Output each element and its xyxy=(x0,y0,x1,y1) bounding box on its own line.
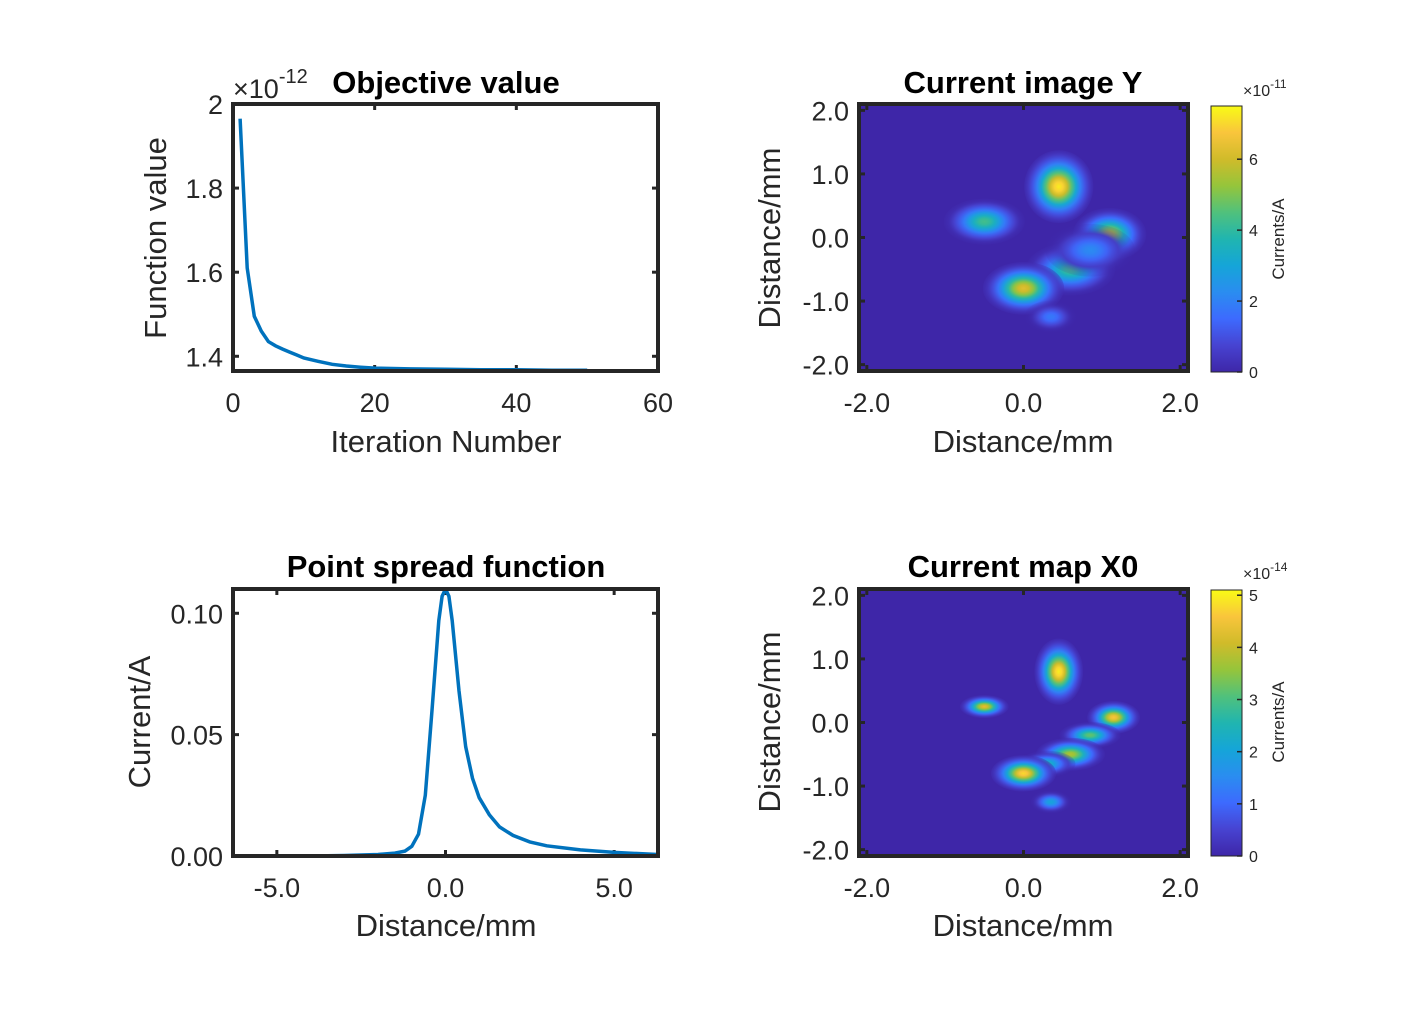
map-x0-colorbar-ticks: 0 1 2 3 4 5 xyxy=(1237,588,1258,866)
x-tick-label: 0 xyxy=(225,388,240,418)
colorbar-tick-label: 2 xyxy=(1249,294,1258,311)
x-tick-label: 5.0 xyxy=(595,873,633,903)
objective-title: Objective value xyxy=(332,65,559,100)
y-tick-label: -1.0 xyxy=(802,287,849,317)
y-tick-label: 0.00 xyxy=(170,842,223,872)
image-y-xlabel: Distance/mm xyxy=(933,424,1114,459)
x-tick-label: 20 xyxy=(360,388,390,418)
current-blob xyxy=(1024,300,1078,334)
y-tick-label: -1.0 xyxy=(802,772,849,802)
map-x0-cb-exponent-prefix: ×10 xyxy=(1243,566,1270,583)
colorbar-tick-label: 4 xyxy=(1249,640,1258,657)
x-tick-label: 0.0 xyxy=(1005,388,1043,418)
image-y-colorbar-ticks: 0 2 4 6 xyxy=(1237,152,1258,382)
image-y-cb-exponent-power: -11 xyxy=(1270,77,1287,91)
current-blob xyxy=(1045,223,1135,277)
map-x0-ticks: -2.0 0.0 2.0 -2.0 -1.0 0.0 1.0 2.0 xyxy=(802,581,1198,903)
colorbar-tick-label: 2 xyxy=(1249,745,1258,762)
image-y-colorbar xyxy=(1210,105,1243,373)
x-tick-label: 2.0 xyxy=(1161,873,1199,903)
y-tick-label: 2.0 xyxy=(811,581,849,611)
y-tick-label: 2 xyxy=(208,90,223,120)
map-x0-axes-frame xyxy=(857,587,1190,858)
colorbar-tick-label: 3 xyxy=(1249,693,1258,710)
colorbar-tick-label: 5 xyxy=(1249,588,1258,605)
map-x0-blobs xyxy=(959,638,1141,814)
image-y-title: Current image Y xyxy=(904,65,1143,100)
y-tick-label: 1.6 xyxy=(185,258,223,288)
map-x0-title: Current map X0 xyxy=(908,549,1139,584)
image-y-cb-exponent-prefix: ×10 xyxy=(1243,83,1270,100)
objective-xlabel: Iteration Number xyxy=(331,424,562,459)
current-blob xyxy=(1030,790,1072,814)
map-x0-ylabel: Distance/mm xyxy=(752,632,787,813)
y-tick-label: 1.0 xyxy=(811,160,849,190)
objective-curve xyxy=(238,118,588,371)
current-blob xyxy=(959,695,1009,719)
image-y-colorbar-label: Currents/A xyxy=(1269,198,1288,280)
current-blob xyxy=(943,198,1026,245)
colorbar-tick-label: 6 xyxy=(1249,152,1258,169)
psf-title: Point spread function xyxy=(287,549,606,584)
x-tick-label: -5.0 xyxy=(254,873,301,903)
y-tick-label: 1.8 xyxy=(185,174,223,204)
map-x0-colorbar-label: Currents/A xyxy=(1269,681,1288,763)
image-y-ylabel: Distance/mm xyxy=(752,148,787,329)
map-x0-xlabel: Distance/mm xyxy=(933,908,1114,943)
objective-ticks: 0 20 40 60 1.4 1.6 1.8 2 xyxy=(185,90,673,418)
objective-axes-frame xyxy=(231,102,660,373)
x-tick-label: 60 xyxy=(643,388,673,418)
map-x0-cb-exponent-power: -14 xyxy=(1270,560,1288,574)
objective-ylabel: Function value xyxy=(138,137,173,339)
current-map-x0-panel: Current map X0 -2.0 0.0 2.0 -2.0 -1.0 0.0 1.0 2… xyxy=(752,549,1288,943)
y-tick-label: 0.05 xyxy=(170,721,223,751)
psf-xlabel: Distance/mm xyxy=(356,908,537,943)
y-tick-label: -2.0 xyxy=(802,836,849,866)
y-tick-label: 1.0 xyxy=(811,645,849,675)
colorbar-tick-label: 1 xyxy=(1249,797,1258,814)
psf-curve xyxy=(233,589,658,856)
y-tick-label: 0.0 xyxy=(811,709,849,739)
y-tick-label: 0.0 xyxy=(811,224,849,254)
x-tick-label: 0.0 xyxy=(1005,873,1043,903)
image-y-colorbar-exponent: ×10-11 xyxy=(1243,77,1287,100)
colorbar-tick-label: 4 xyxy=(1249,223,1258,240)
psf-axes-frame xyxy=(231,587,660,858)
current-blob xyxy=(990,755,1057,792)
x-tick-label: 2.0 xyxy=(1161,388,1199,418)
colorbar-tick-label: 0 xyxy=(1249,365,1258,382)
x-tick-label: -2.0 xyxy=(844,388,891,418)
y-tick-label: 0.10 xyxy=(170,599,223,629)
image-y-axes-frame xyxy=(857,102,1190,373)
x-tick-label: 40 xyxy=(501,388,531,418)
y-tick-label: 2.0 xyxy=(811,96,849,126)
psf-ticks: -5.0 0.0 5.0 0.00 0.05 0.10 xyxy=(170,589,658,903)
image-y-blobs xyxy=(943,150,1147,334)
current-blob xyxy=(1034,638,1084,705)
objective-exponent-power: -12 xyxy=(279,66,308,88)
objective-value-panel: Objective value ×10-12 0 20 40 60 1.4 1.6 1.8 2… xyxy=(138,65,673,459)
current-image-y-panel: Current image Y -2.0 0.0 2.0 -2.0 -1.0 0.0 1.0… xyxy=(752,65,1288,459)
objective-exponent: ×10-12 xyxy=(233,66,308,104)
map-x0-colorbar-exponent: ×10-14 xyxy=(1243,560,1288,583)
colorbar-tick-label: 0 xyxy=(1249,849,1258,866)
map-x0-colorbar xyxy=(1210,589,1243,857)
image-y-ticks: -2.0 0.0 2.0 -2.0 -1.0 0.0 1.0 2.0 xyxy=(802,96,1198,418)
psf-ylabel: Current/A xyxy=(122,655,157,788)
y-tick-label: -2.0 xyxy=(802,351,849,381)
x-tick-label: -2.0 xyxy=(844,873,891,903)
current-blob xyxy=(1024,150,1094,224)
x-tick-label: 0.0 xyxy=(427,873,465,903)
point-spread-function-panel: Point spread function -5.0 0.0 5.0 0.00 0.05… xyxy=(122,549,660,943)
y-tick-label: 1.4 xyxy=(185,342,223,372)
objective-exponent-prefix: ×10 xyxy=(233,74,279,104)
